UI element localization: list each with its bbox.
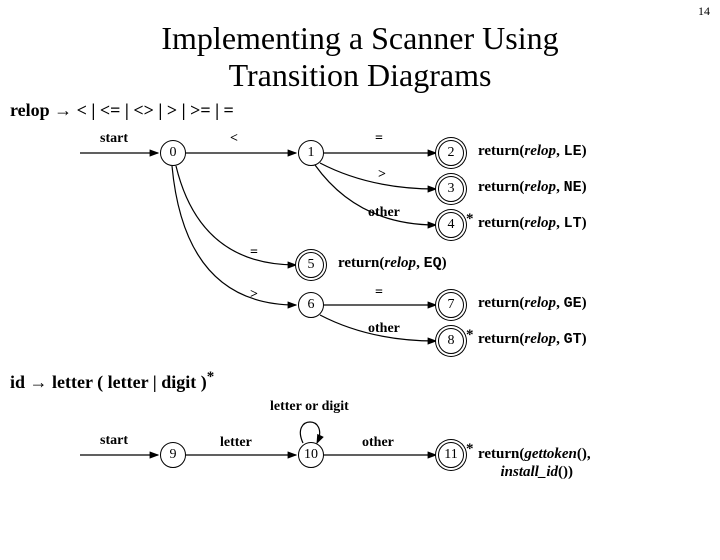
state-8: 8 xyxy=(438,328,464,354)
label-eq-0-5: = xyxy=(250,245,258,261)
state-8-label: 8 xyxy=(448,333,455,349)
page-title: Implementing a Scanner Using Transition … xyxy=(20,20,700,94)
state-3-label: 3 xyxy=(448,181,455,197)
state-9-label: 9 xyxy=(170,447,177,463)
grammar-relop-lhs: relop xyxy=(10,100,50,120)
label-gt-1-3: > xyxy=(378,167,386,183)
action-7: return(relop, GE) xyxy=(478,295,587,312)
state-6-label: 6 xyxy=(308,297,315,313)
action-11: return(gettoken(), install_id()) xyxy=(478,445,591,481)
label-other-6-8: other xyxy=(368,321,400,337)
label-eq-6-7: = xyxy=(375,285,383,301)
label-eq-1-2: = xyxy=(375,131,383,147)
label-gt-0-6: > xyxy=(250,287,258,303)
state-0-label: 0 xyxy=(170,145,177,161)
star-8: * xyxy=(466,327,474,344)
action-2: return(relop, LE) xyxy=(478,143,587,160)
relop-diagram: 0 1 2 3 4 5 6 7 8 start < = > other = > … xyxy=(0,125,720,415)
action-8: return(relop, GT) xyxy=(478,331,587,348)
label-start-relop: start xyxy=(100,131,128,147)
state-9: 9 xyxy=(160,442,186,468)
state-3: 3 xyxy=(438,176,464,202)
title-line1: Implementing a Scanner Using xyxy=(161,20,558,56)
id-diagram: 9 10 11 start letter letter or digit oth… xyxy=(0,397,720,517)
state-10: 10 xyxy=(298,442,324,468)
label-letter: letter xyxy=(220,435,252,451)
id-edges xyxy=(0,397,720,517)
state-1-label: 1 xyxy=(308,145,315,161)
grammar-relop: relop → < | <= | <> | > | >= | = xyxy=(10,100,710,121)
action-4: return(relop, LT) xyxy=(478,215,587,232)
grammar-relop-rhs: < | <= | <> | > | >= | = xyxy=(77,100,234,120)
state-4: 4 xyxy=(438,212,464,238)
label-start-id: start xyxy=(100,433,128,449)
action-5: return(relop, EQ) xyxy=(338,255,447,272)
label-other-1-4: other xyxy=(368,205,400,221)
action-3: return(relop, NE) xyxy=(478,179,587,196)
star-4: * xyxy=(466,211,474,228)
state-4-label: 4 xyxy=(448,217,455,233)
state-1: 1 xyxy=(298,140,324,166)
state-0: 0 xyxy=(160,140,186,166)
label-other-10-11: other xyxy=(362,435,394,451)
state-11-label: 11 xyxy=(444,447,457,463)
state-11: 11 xyxy=(438,442,464,468)
state-7: 7 xyxy=(438,292,464,318)
state-5-label: 5 xyxy=(308,257,315,273)
state-2: 2 xyxy=(438,140,464,166)
title-line2: Transition Diagrams xyxy=(229,57,492,93)
state-2-label: 2 xyxy=(448,145,455,161)
state-6: 6 xyxy=(298,292,324,318)
state-5: 5 xyxy=(298,252,324,278)
state-7-label: 7 xyxy=(448,297,455,313)
star-11: * xyxy=(466,441,474,458)
page-number: 14 xyxy=(698,4,710,19)
arrow-icon: → xyxy=(54,100,77,120)
label-lt: < xyxy=(230,131,238,147)
state-10-label: 10 xyxy=(304,447,318,463)
label-letter-or-digit: letter or digit xyxy=(270,399,349,415)
